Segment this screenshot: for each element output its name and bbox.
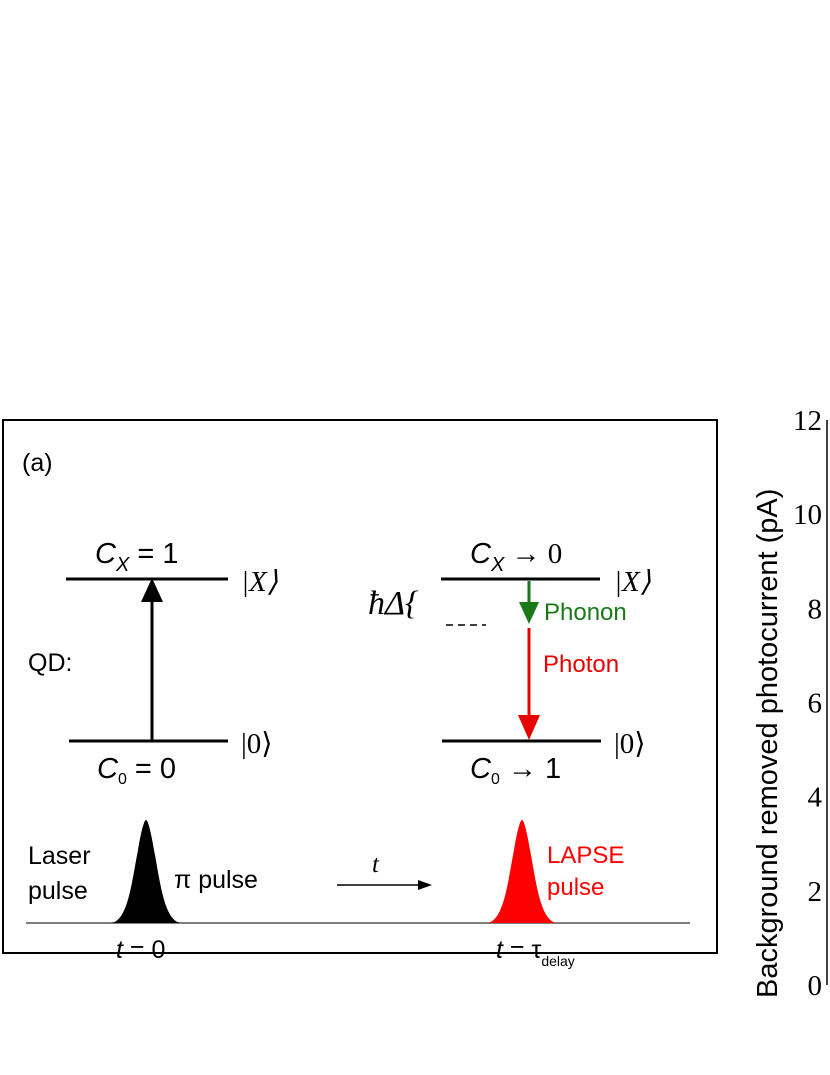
left-ground-state-ket: |0⟩ (241, 728, 273, 760)
detuning-label: ħΔ{ (368, 585, 419, 622)
right-c0-label: C0 → 1 (470, 753, 561, 788)
pi-pulse-label: π pulse (174, 866, 258, 894)
lapse-pulse-label-line2: pulse (547, 874, 604, 901)
y-axis-label: Background removed photocurrent (pA) (752, 489, 784, 998)
excitation-arrowhead (141, 578, 163, 602)
time-zero-label: t = 0 (116, 936, 165, 964)
panel-frame (2, 419, 718, 954)
y-tick-label: 2 (808, 876, 823, 908)
y-tick-label: 4 (808, 782, 823, 814)
y-axis-ticks: 0 2 4 6 8 10 12 (793, 405, 823, 1002)
laser-pulse-label-line1: Laser (28, 842, 91, 870)
photon-arrowhead (518, 715, 540, 740)
lapse-pulse-shape (486, 820, 558, 923)
y-tick-label: 10 (793, 499, 822, 531)
left-cx-label: CX = 1 (95, 538, 178, 576)
left-c0-label: C0 = 0 (97, 753, 176, 788)
right-ground-state-ket: |0⟩ (614, 728, 646, 760)
photon-label: Photon (543, 651, 619, 678)
right-excited-state-ket: |X⟩ (614, 566, 651, 598)
y-tick-label: 8 (808, 593, 823, 625)
y-tick-label: 6 (808, 688, 823, 720)
phonon-label: Phonon (544, 599, 627, 626)
laser-pulse-label-line2: pulse (28, 877, 88, 905)
y-tick-label: 0 (808, 970, 823, 1002)
time-arrow-label: t (372, 851, 380, 878)
phonon-arrowhead (519, 602, 539, 624)
right-cx-label: CX → 0 (470, 538, 562, 576)
laser-pulse-shape (110, 820, 182, 923)
time-delay-label: t = τdelay (496, 936, 575, 969)
qd-label: QD: (28, 649, 72, 677)
panel-label: (a) (22, 449, 53, 477)
y-tick-label: 12 (793, 405, 822, 437)
time-arrowhead (418, 880, 432, 890)
left-excited-state-ket: |X⟩ (241, 566, 278, 598)
lapse-pulse-label-line1: LAPSE (547, 842, 624, 869)
